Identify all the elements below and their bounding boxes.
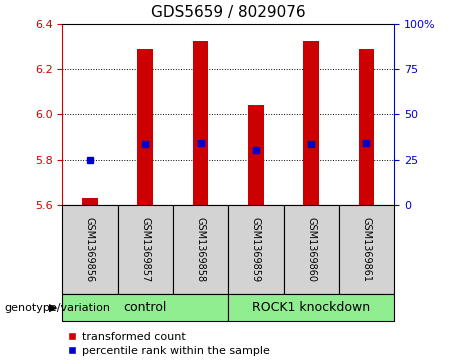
Text: GSM1369860: GSM1369860 [306,217,316,282]
Text: GSM1369856: GSM1369856 [85,217,95,282]
Bar [62,205,118,294]
Text: ROCK1 knockdown: ROCK1 knockdown [252,301,370,314]
Bar [339,205,394,294]
Text: GSM1369861: GSM1369861 [361,217,372,282]
Bar [82,198,98,205]
Bar [173,205,228,294]
Bar [228,294,394,321]
Text: genotype/variation: genotype/variation [5,303,111,313]
Bar [193,41,208,205]
Text: control: control [124,301,167,314]
Text: ▶: ▶ [49,303,58,313]
Bar [359,49,374,205]
Bar [248,105,264,205]
Bar [118,205,173,294]
Bar [228,205,284,294]
Text: GSM1369859: GSM1369859 [251,217,261,282]
Bar [303,41,319,205]
Legend: transformed count, percentile rank within the sample: transformed count, percentile rank withi… [68,332,270,356]
Bar [62,294,228,321]
Bar [284,205,339,294]
Text: GSM1369857: GSM1369857 [140,217,150,282]
Bar [137,49,153,205]
Title: GDS5659 / 8029076: GDS5659 / 8029076 [151,5,306,20]
Text: GSM1369858: GSM1369858 [195,217,206,282]
